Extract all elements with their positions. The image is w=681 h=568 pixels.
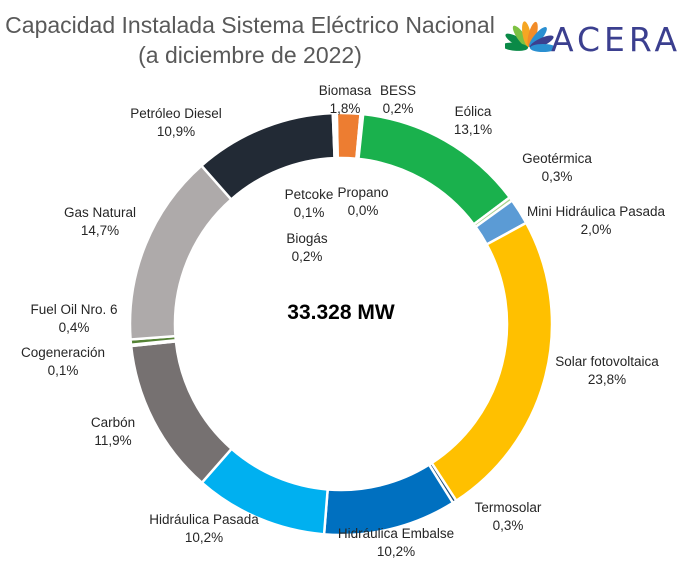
acera-logo-text: ACERA: [551, 20, 681, 59]
chart-title-line-2: (a diciembre de 2022): [138, 42, 362, 68]
label-eolica: Eólica 13,1%: [454, 104, 492, 137]
label-name-gas-natural: Gas Natural: [64, 205, 136, 220]
label-name-propano: Propano: [337, 185, 388, 200]
label-value-mini-hidraulica-pasada: 2,0%: [581, 222, 612, 237]
label-biomasa: Biomasa 1,8%: [319, 83, 372, 116]
label-petcoke: Petcoke 0,1%: [285, 187, 334, 220]
label-carbon: Carbón 11,9%: [91, 415, 135, 448]
label-hidraulica-embalse: Hidráulica Embalse 10,2%: [338, 526, 454, 559]
label-value-biomasa: 1,8%: [330, 101, 361, 116]
label-fuel-oil-nro-6: Fuel Oil Nro. 6 0,4%: [30, 302, 117, 335]
label-value-hidraulica-pasada: 10,2%: [185, 530, 223, 545]
label-value-bess: 0,2%: [383, 101, 414, 116]
label-name-cogeneracion: Cogeneración: [21, 345, 105, 360]
label-name-biogas: Biogás: [286, 231, 328, 246]
label-value-solar-fotovoltaica: 23,8%: [588, 372, 626, 387]
label-name-hidraulica-pasada: Hidráulica Pasada: [149, 512, 259, 527]
label-value-petcoke: 0,1%: [294, 205, 325, 220]
slice-gas-natural: [128, 163, 234, 341]
label-value-eolica: 13,1%: [454, 122, 492, 137]
acera-logo: ACERA: [502, 4, 677, 70]
slice-carbon: [129, 339, 234, 485]
label-name-carbon: Carbón: [91, 415, 135, 430]
label-name-hidraulica-embalse: Hidráulica Embalse: [338, 526, 454, 541]
label-geotermica: Geotérmica 0,3%: [522, 151, 592, 184]
label-value-hidraulica-embalse: 10,2%: [377, 544, 415, 559]
acera-leaf-icon: [502, 21, 556, 52]
label-name-biomasa: Biomasa: [319, 83, 372, 98]
label-value-cogeneracion: 0,1%: [48, 363, 79, 378]
label-name-mini-hidraulica-pasada: Mini Hidráulica Pasada: [527, 204, 666, 219]
label-petroleo-diesel: Petróleo Diesel 10,9%: [130, 106, 222, 139]
label-name-geotermica: Geotérmica: [522, 151, 592, 166]
label-name-termosolar: Termosolar: [475, 500, 542, 515]
label-name-petcoke: Petcoke: [285, 187, 334, 202]
leaf-petal: [527, 21, 538, 48]
label-value-gas-natural: 14,7%: [81, 223, 119, 238]
label-name-petroleo-diesel: Petróleo Diesel: [130, 106, 222, 121]
label-solar-fotovoltaica: Solar fotovoltaica 23,8%: [555, 354, 659, 387]
label-gas-natural: Gas Natural 14,7%: [64, 205, 136, 238]
label-name-solar-fotovoltaica: Solar fotovoltaica: [555, 354, 659, 369]
center-total-label: 33.328 MW: [287, 301, 395, 324]
chart-title: Capacidad Instalada Sistema Eléctrico Na…: [0, 10, 500, 70]
label-value-fuel-oil-nro-6: 0,4%: [59, 320, 90, 335]
slice-petcoke: [334, 111, 339, 160]
label-value-termosolar: 0,3%: [493, 518, 524, 533]
chart-title-line-1: Capacidad Instalada Sistema Eléctrico Na…: [5, 12, 495, 38]
label-name-eolica: Eólica: [455, 104, 492, 119]
slice-labels: Biomasa 1,8% BESS 0,2% Eólica 13,1% Geotérmica…: [21, 83, 666, 559]
label-value-biogas: 0,2%: [292, 249, 323, 264]
label-propano: Propano 0,0%: [337, 185, 388, 218]
label-name-bess: BESS: [380, 83, 416, 98]
label-termosolar: Termosolar 0,3%: [475, 500, 542, 533]
label-value-propano: 0,0%: [348, 203, 379, 218]
label-value-petroleo-diesel: 10,9%: [157, 124, 195, 139]
slice-solar-fotovoltaica: [429, 221, 554, 503]
slice-hidraulica-embalse: [322, 462, 455, 537]
label-mini-hidraulica-pasada: Mini Hidráulica Pasada 2,0%: [527, 204, 666, 237]
label-cogeneracion: Cogeneración 0,1%: [21, 345, 105, 378]
label-bess: BESS 0,2%: [380, 83, 416, 116]
label-biogas: Biogás 0,2%: [286, 231, 328, 264]
leaf-petal: [530, 44, 556, 52]
label-value-carbon: 11,9%: [94, 433, 131, 448]
label-value-geotermica: 0,3%: [542, 169, 573, 184]
label-name-fuel-oil-nro-6: Fuel Oil Nro. 6: [30, 302, 117, 317]
label-hidraulica-pasada: Hidráulica Pasada 10,2%: [149, 512, 259, 545]
donut-slices: [128, 111, 554, 537]
leaf-petal: [502, 42, 529, 51]
